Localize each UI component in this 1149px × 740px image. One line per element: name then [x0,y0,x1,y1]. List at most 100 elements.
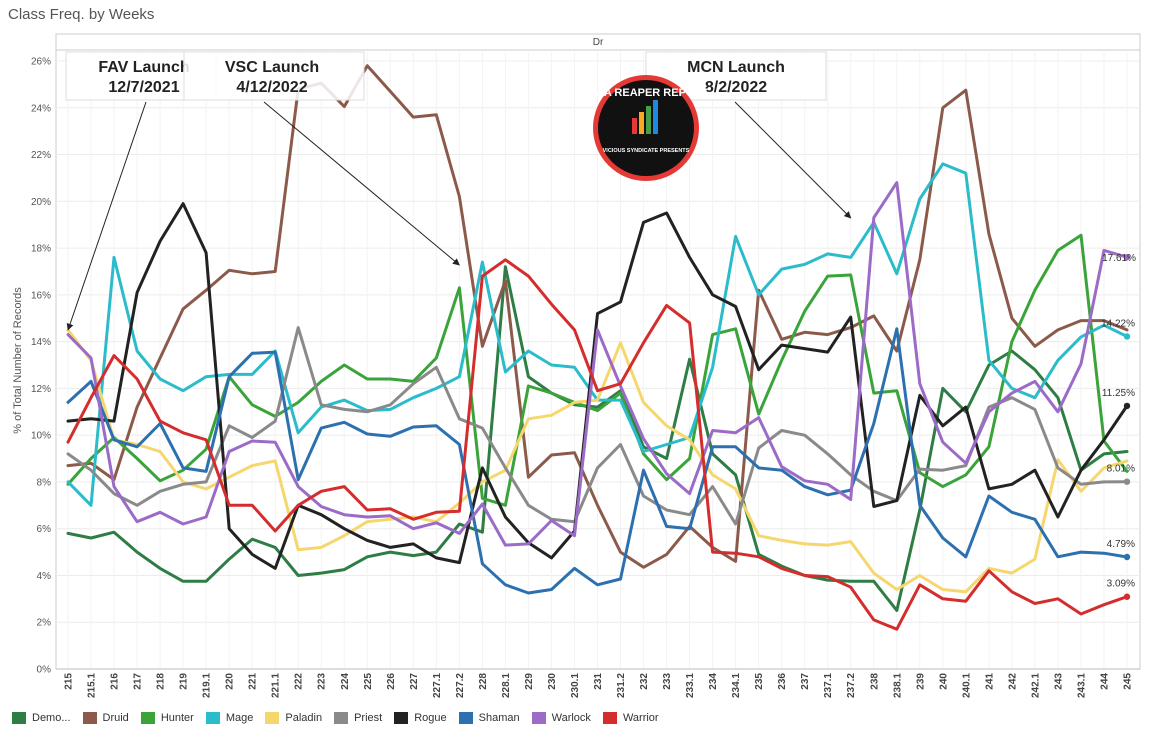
legend-item[interactable]: Priest [334,712,382,724]
legend-swatch [458,712,473,724]
x-tick-label: 242 [1007,673,1018,690]
y-axis-label: % of Total Number of Records [12,287,24,434]
y-tick-label: 10% [31,431,51,442]
x-tick-label: 240.1 [961,673,972,698]
legend-item[interactable]: Druid [82,712,129,724]
x-tick-label: 228.1 [501,673,512,698]
callout-date: 8/2/2022 [705,79,767,96]
series-line-warrior [66,258,1129,631]
end-label: 4.79% [1107,539,1135,550]
x-tick-label: 228 [478,673,489,690]
x-tick-label: 233.1 [685,673,696,698]
x-tick-label: 231 [593,673,604,690]
series-line-shaman [66,327,1129,595]
series-line-warlock [66,181,1129,547]
legend-swatch [602,712,617,724]
x-tick-label: 234 [708,673,719,690]
legend-swatch [334,712,349,724]
legend-swatch [12,712,26,724]
x-tick-label: 245 [1123,673,1134,690]
x-tick-label: 237 [800,673,811,690]
legend-item[interactable]: Warrior [602,712,659,724]
callout-arrow [66,101,147,331]
end-point-shaman [1123,553,1131,561]
end-point-warlock [1123,253,1131,261]
logo-title: DATA REAPER REPORT [583,87,710,99]
chart-title: Class Freq. by Weeks [8,6,155,23]
x-tick-label: 233 [662,673,673,690]
legend-item[interactable]: Rogue [394,712,447,724]
legend: Demo... Druid Hunter Mage Paladin Priest Rogue… [12,712,659,724]
x-tick-label: 225 [363,673,374,690]
x-tick-label: 231.2 [616,673,627,698]
legend-swatch [265,712,280,724]
x-tick-label: 241 [984,673,995,690]
legend-label: Demo... [32,712,71,724]
y-tick-label: 2% [37,618,52,629]
series-line-paladin [66,328,1129,594]
x-tick-label: 226 [386,673,397,690]
line-chart: Dr 0% 2% 4% 6% 8% 10% 12% 14% 16% 18% 20% 22% 24% 26%%… [12,33,1141,698]
end-point-mage [1123,333,1131,340]
x-tick-label: 237.1 [823,673,834,698]
x-tick-label: 224 [340,673,351,690]
x-tick-label: 227.2 [455,673,466,698]
x-tick-label: 220 [225,673,236,690]
logo-bar [632,118,637,134]
legend-label: Warlock [551,712,591,724]
legend-item[interactable]: Warlock [531,712,591,724]
x-tick-label: 238 [869,673,880,690]
callout-date: 12/7/2021 [108,79,179,96]
callout-name: FAV Launch [98,59,189,76]
callout-name: MCN Launch [687,59,785,76]
end-point-rogue [1123,402,1131,410]
x-tick-label: 232 [639,673,650,690]
legend-item[interactable]: Mage [205,712,253,724]
series-line-hunter [66,233,1129,507]
legend-label: Hunter [160,712,194,724]
y-tick-label: 14% [31,337,51,348]
end-label: 11.25% [1102,388,1135,399]
callout-arrow [734,101,852,219]
legend-item[interactable]: Shaman [458,712,520,724]
x-tick-label: 221.1 [271,673,282,698]
x-tick-label: 234.1 [731,673,742,698]
legend-item[interactable]: Paladin [265,712,322,724]
y-tick-label: 26% [31,57,51,68]
callout-arrow [263,101,460,266]
x-tick-label: 219.1 [202,673,213,698]
legend-swatch [531,712,546,724]
series-line-rogue [66,202,1129,570]
x-tick-label: 223 [317,673,328,690]
x-tick-label: 230.1 [570,673,581,698]
y-tick-label: 6% [37,524,52,535]
x-tick-label: 215 [64,673,75,690]
x-tick-label: 216 [110,673,121,690]
legend-item[interactable]: Demo... [12,712,71,724]
x-tick-label: 240 [938,673,949,690]
legend-label: Paladin [285,712,323,724]
legend-swatch [205,712,220,724]
x-tick-label: 237.2 [846,673,857,698]
legend-label: Warrior [622,712,659,724]
column-header: Dr [593,37,604,48]
y-tick-label: 4% [37,571,52,582]
end-point-priest [1123,478,1131,485]
legend-label: Druid [102,712,129,724]
x-tick-label: 236 [777,673,788,690]
legend-swatch [394,712,409,724]
x-tick-label: 235 [754,673,765,690]
x-tick-label: 217 [133,673,144,690]
x-tick-label: 243.1 [1076,673,1087,698]
legend-item[interactable]: Hunter [140,712,194,724]
logo-subtitle: VICIOUS SYNDICATE PRESENTS [603,148,690,154]
logo-bar [646,106,651,134]
end-point-warrior [1123,593,1131,600]
x-tick-label: 239 [915,673,926,690]
x-tick-label: 238.1 [892,673,903,698]
x-tick-label: 229 [524,673,535,690]
x-tick-label: 218 [156,673,167,690]
y-tick-label: 0% [37,665,52,676]
x-tick-label: 227.1 [432,673,443,698]
legend-swatch [140,712,155,724]
